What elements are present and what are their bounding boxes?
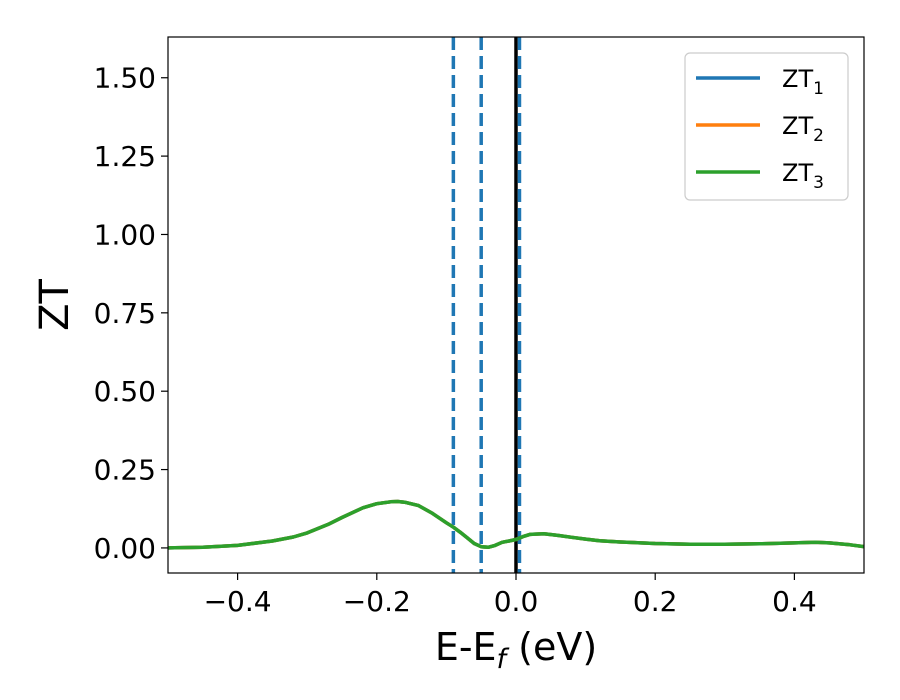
legend-label: ZT2 — [782, 112, 824, 146]
y-tick-label: 0.00 — [94, 532, 156, 565]
x-tick-label: 0.2 — [633, 585, 678, 618]
y-axis: 0.00 0.25 0.50 0.75 1.00 1.25 1.50 — [94, 62, 168, 565]
x-tick-label: −0.4 — [204, 585, 272, 618]
legend-frame — [684, 52, 849, 201]
x-tick-label: 0.0 — [494, 585, 539, 618]
legend: ZT1 ZT2 ZT3 — [684, 52, 849, 201]
reference-lines — [451, 37, 522, 573]
x-axis-title: E-Ef (eV) — [435, 625, 597, 675]
x-tick-label: 0.4 — [772, 585, 817, 618]
series-line-zt-3 — [168, 499, 864, 550]
y-tick-label: 0.25 — [94, 454, 156, 487]
y-tick-label: 0.75 — [94, 297, 156, 330]
legend-label: ZT1 — [782, 65, 824, 99]
series-lines — [168, 499, 864, 550]
y-axis-title: ZT — [32, 279, 78, 331]
y-tick-label: 0.50 — [94, 375, 156, 408]
x-axis: −0.4 −0.2 0.0 0.2 0.4 — [204, 573, 817, 618]
y-tick-label: 1.50 — [94, 62, 156, 95]
legend-label: ZT3 — [782, 159, 824, 193]
y-tick-label: 1.00 — [94, 218, 156, 251]
y-tick-label: 1.25 — [94, 140, 156, 173]
x-tick-label: −0.2 — [343, 585, 411, 618]
